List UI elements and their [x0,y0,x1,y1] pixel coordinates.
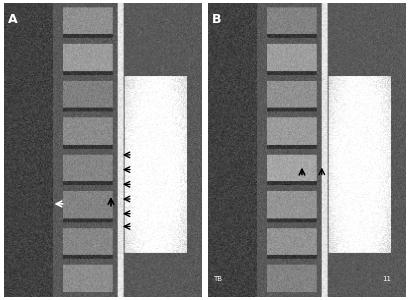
Text: A: A [8,13,18,26]
Text: B: B [211,13,221,26]
Text: TB: TB [212,276,221,282]
Text: 11: 11 [381,276,390,282]
